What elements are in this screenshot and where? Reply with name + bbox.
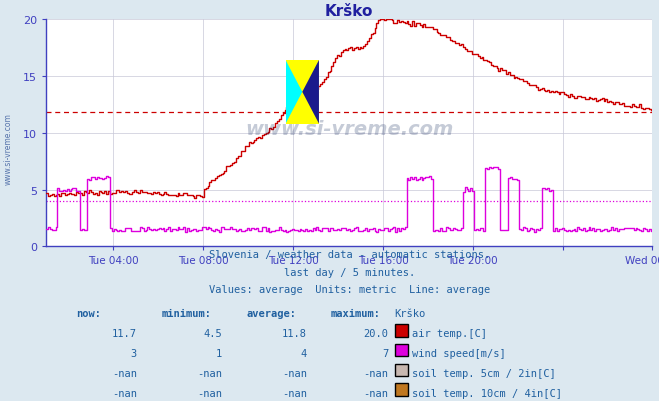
Text: 7: 7 (382, 348, 389, 358)
Text: soil temp. 5cm / 2in[C]: soil temp. 5cm / 2in[C] (412, 368, 556, 378)
FancyBboxPatch shape (395, 364, 408, 376)
Text: www.si-vreme.com: www.si-vreme.com (245, 119, 453, 138)
Text: maximum:: maximum: (331, 308, 381, 318)
Text: last day / 5 minutes.: last day / 5 minutes. (283, 267, 415, 277)
Text: -nan: -nan (364, 368, 389, 378)
Text: soil temp. 10cm / 4in[C]: soil temp. 10cm / 4in[C] (412, 388, 561, 398)
FancyBboxPatch shape (395, 383, 408, 396)
Text: Krško: Krško (395, 308, 426, 318)
FancyBboxPatch shape (395, 344, 408, 356)
Text: -nan: -nan (197, 368, 222, 378)
Text: www.si-vreme.com: www.si-vreme.com (3, 113, 13, 184)
Text: -nan: -nan (112, 388, 137, 398)
Text: 11.8: 11.8 (282, 329, 307, 338)
Text: air temp.[C]: air temp.[C] (412, 329, 487, 338)
Polygon shape (285, 61, 302, 124)
Text: 1: 1 (215, 348, 222, 358)
Text: 11.7: 11.7 (112, 329, 137, 338)
Text: -nan: -nan (197, 388, 222, 398)
Text: average:: average: (246, 308, 296, 318)
Text: -nan: -nan (282, 388, 307, 398)
Text: now:: now: (76, 308, 101, 318)
Text: minimum:: minimum: (161, 308, 212, 318)
Text: wind speed[m/s]: wind speed[m/s] (412, 348, 505, 358)
Text: 4.5: 4.5 (203, 329, 222, 338)
Text: 20.0: 20.0 (364, 329, 389, 338)
Text: 3: 3 (131, 348, 137, 358)
Text: Values: average  Units: metric  Line: average: Values: average Units: metric Line: aver… (209, 285, 490, 295)
Title: Krško: Krško (325, 4, 374, 19)
FancyBboxPatch shape (395, 324, 408, 337)
Text: 4: 4 (301, 348, 307, 358)
Text: -nan: -nan (364, 388, 389, 398)
Text: Slovenia / weather data - automatic stations.: Slovenia / weather data - automatic stat… (209, 250, 490, 259)
Text: -nan: -nan (282, 368, 307, 378)
Polygon shape (302, 61, 319, 124)
Text: -nan: -nan (112, 368, 137, 378)
